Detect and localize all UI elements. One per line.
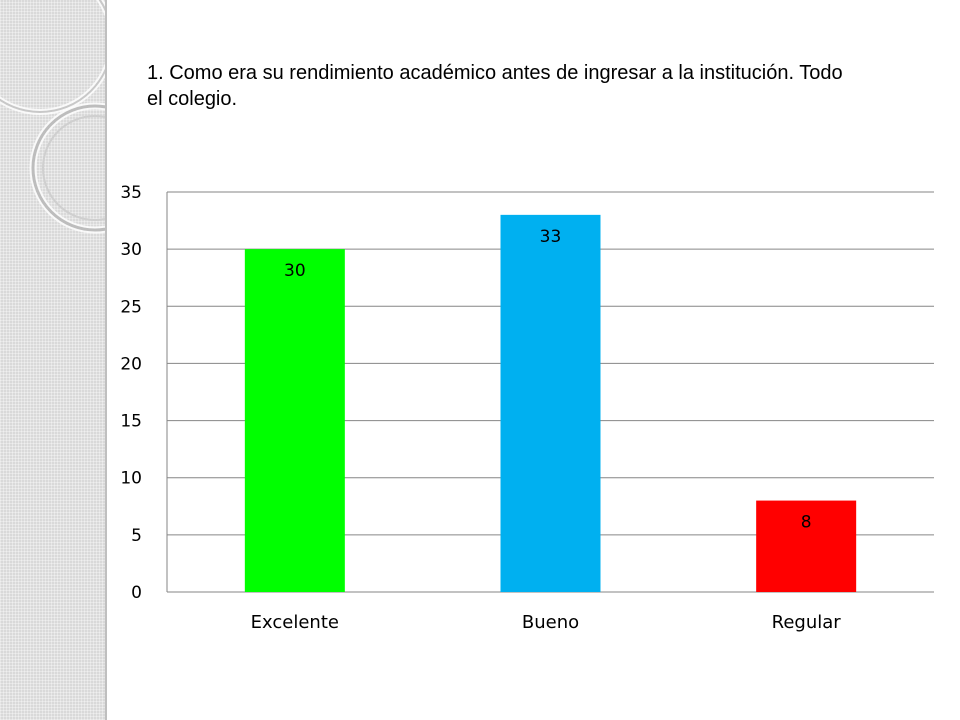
ring-large: [0, 0, 105, 113]
category-label: Regular: [772, 612, 842, 633]
y-tick-label: 30: [120, 240, 142, 260]
y-tick-label: 20: [120, 354, 142, 374]
data-label: 33: [540, 227, 562, 247]
decorative-rings: [0, 0, 105, 234]
category-label: Bueno: [522, 612, 579, 633]
category-label: Excelente: [251, 612, 339, 633]
y-tick-label: 15: [120, 412, 142, 432]
bar-chart-svg: 0 5 10 15 20 25 30 35 30 Excelente 33 Bueno 8 Regular: [120, 183, 934, 633]
bar-regular: [756, 500, 857, 592]
y-tick-label: 25: [120, 297, 142, 317]
data-label: 30: [284, 261, 306, 281]
ring-medium: [31, 104, 105, 232]
slide-title: 1. Como era su rendimiento académico ant…: [147, 62, 843, 110]
decorative-side-panel: [0, 0, 107, 720]
y-tick-label: 10: [120, 469, 142, 489]
y-tick-label: 0: [131, 583, 142, 603]
ring-large-highlight: [0, 0, 105, 115]
ring-medium-inner: [42, 115, 105, 221]
bar-chart: 0 5 10 15 20 25 30 35 30 Excelente 33 Bueno 8 Regular: [106, 170, 936, 650]
y-tick-label: 5: [131, 526, 142, 546]
data-label: 8: [801, 513, 812, 533]
bar-bueno: [500, 214, 601, 592]
y-tick-label: 35: [120, 183, 142, 203]
bar-excelente: [244, 249, 345, 592]
